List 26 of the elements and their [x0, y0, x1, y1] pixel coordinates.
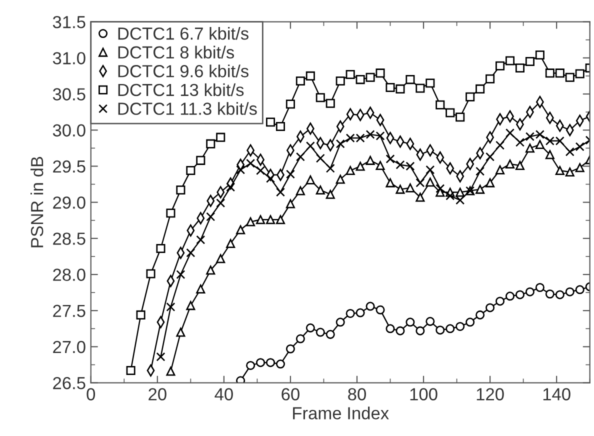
y-tick-label: 29.0 [53, 196, 86, 209]
y-tick-label: 27.5 [53, 304, 86, 318]
x-tick-label: 20 [148, 388, 166, 400]
x-tick-label: 100 [410, 388, 438, 400]
y-tick-label: 31.0 [52, 52, 86, 64]
x-tick-label: 40 [214, 388, 233, 400]
legend-label: DCTC1 8 kbit/s [118, 46, 234, 59]
legend-label: DCTC1 6.7 kbit/s [118, 27, 248, 40]
x-axis-title: Frame Index [293, 406, 389, 420]
legend-label: DCTC1 9.6 kbit/s [118, 64, 248, 78]
y-tick-label: 27.0 [53, 340, 86, 354]
x-tick-label: 0 [86, 388, 96, 400]
y-tick-label: 28.5 [53, 232, 86, 245]
x-tick-label: 60 [282, 388, 300, 400]
legend-label: DCTC1 13 kbit/s [118, 83, 244, 96]
legend-label: DCTC1 11.3 kbit/s [118, 102, 257, 115]
y-tick-label: 31.5 [52, 16, 86, 28]
x-tick-label: 80 [348, 388, 366, 400]
y-tick-label: 30.0 [52, 124, 86, 137]
y-tick-label: 29.5 [53, 160, 86, 173]
y-axis-title: PSNR in dB [30, 156, 44, 248]
y-tick-label: 30.5 [52, 88, 86, 100]
x-tick-label: 120 [476, 388, 504, 400]
y-tick-label: 26.5 [53, 376, 86, 390]
x-tick-label: 140 [543, 388, 570, 400]
y-tick-label: 28.0 [53, 268, 86, 281]
